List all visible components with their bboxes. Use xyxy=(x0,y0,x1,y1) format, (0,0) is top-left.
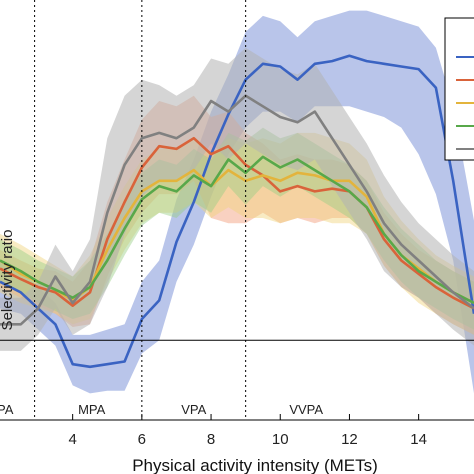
zone-label-4: VVPA xyxy=(289,402,323,417)
zone-label-3: VPA xyxy=(181,402,206,417)
x-tick-label-8: 8 xyxy=(207,431,215,448)
legend-box xyxy=(444,17,474,161)
zone-label-1: PA xyxy=(0,402,14,417)
x-tick-label-12: 12 xyxy=(341,431,358,448)
series-1-line xyxy=(0,54,474,369)
x-axis-ticks: 4 6 8 10 12 14 xyxy=(68,414,427,448)
intensity-zone-labels: PA MPA VPA VVPA xyxy=(0,402,323,417)
legend-frame xyxy=(444,17,474,161)
x-tick-label-10: 10 xyxy=(272,431,289,448)
x-tick-label-6: 6 xyxy=(138,431,146,448)
zone-label-2: MPA xyxy=(78,402,106,417)
series-1-band xyxy=(0,10,474,394)
x-axis-label: Physical activity intensity (METs) xyxy=(132,456,378,474)
x-tick-label-4: 4 xyxy=(68,431,76,448)
series-5-line xyxy=(0,94,474,326)
series-lines xyxy=(0,54,474,369)
series-2-line xyxy=(0,136,474,310)
series-2-band xyxy=(0,95,474,335)
confidence-bands xyxy=(0,10,474,394)
reference-lines xyxy=(0,0,474,421)
x-tick-label-14: 14 xyxy=(410,431,427,448)
y-axis-label: Selectivity ratio xyxy=(0,230,16,331)
series-5-band xyxy=(0,47,474,351)
